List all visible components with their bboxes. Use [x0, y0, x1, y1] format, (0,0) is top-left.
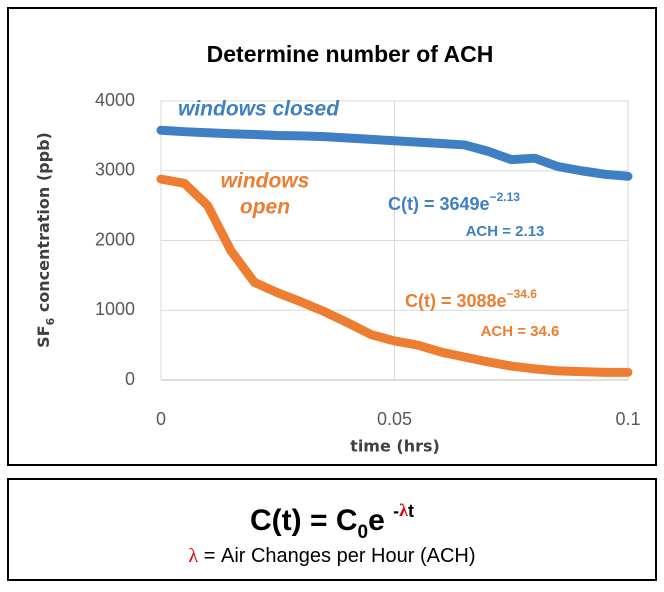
- eq-sup: −34.6: [507, 287, 538, 301]
- open-ach: ACH = 34.6: [481, 323, 560, 340]
- y-axis-label: SF6 concentration (ppb): [34, 132, 57, 348]
- closed-ach: ACH = 2.13: [466, 223, 545, 240]
- x-axis-label: time (hrs): [350, 437, 440, 456]
- formula-note: λ = Air Changes per Hour (ACH): [188, 545, 475, 568]
- y-tick-label: 2000: [95, 229, 135, 249]
- x-tick-label: 0.05: [377, 409, 412, 429]
- formula-e: e: [368, 504, 393, 537]
- formula-lambda: λ: [399, 500, 408, 520]
- formula: C(t) = C0e -λt: [250, 500, 414, 542]
- x-tick-label: 0.1: [615, 409, 640, 429]
- x-tick-label: 0: [156, 409, 166, 429]
- plot: 0 1000 2000 3000 4000 0 0.05 0.1: [95, 90, 641, 429]
- note-lambda: λ: [188, 545, 198, 567]
- eq-sup: −2.13: [490, 190, 521, 204]
- open-label: windows: [221, 170, 310, 193]
- formula-sub: 0: [358, 522, 369, 543]
- closed-equation: C(t) = 3649e−2.13: [388, 190, 520, 214]
- note-rest: = Air Changes per Hour (ACH): [198, 545, 475, 567]
- y-label-rest: concentration (ppb): [34, 132, 53, 318]
- open-equation: C(t) = 3088e−34.6: [405, 287, 537, 311]
- eq-main: C(t) = 3088e: [405, 291, 507, 311]
- formula-t: t: [408, 501, 414, 521]
- formula-sup: -: [393, 501, 399, 521]
- y-tick-label: 4000: [95, 90, 135, 110]
- formula-lhs: C(t) = C: [250, 504, 358, 537]
- series-line: [156, 125, 633, 181]
- y-label-sub: 6: [44, 317, 57, 325]
- chart-frame: [7, 7, 657, 466]
- y-label-main: SF: [34, 325, 53, 347]
- chart-title: Determine number of ACH: [207, 41, 494, 67]
- y-tick-label: 3000: [95, 160, 135, 180]
- formula-frame: [7, 478, 657, 581]
- closed-label: windows closed: [178, 98, 340, 121]
- open-label: open: [240, 196, 290, 219]
- series-line: [156, 174, 633, 377]
- y-tick-label: 0: [125, 369, 135, 389]
- eq-main: C(t) = 3649e: [388, 194, 490, 214]
- y-tick-label: 1000: [95, 299, 135, 319]
